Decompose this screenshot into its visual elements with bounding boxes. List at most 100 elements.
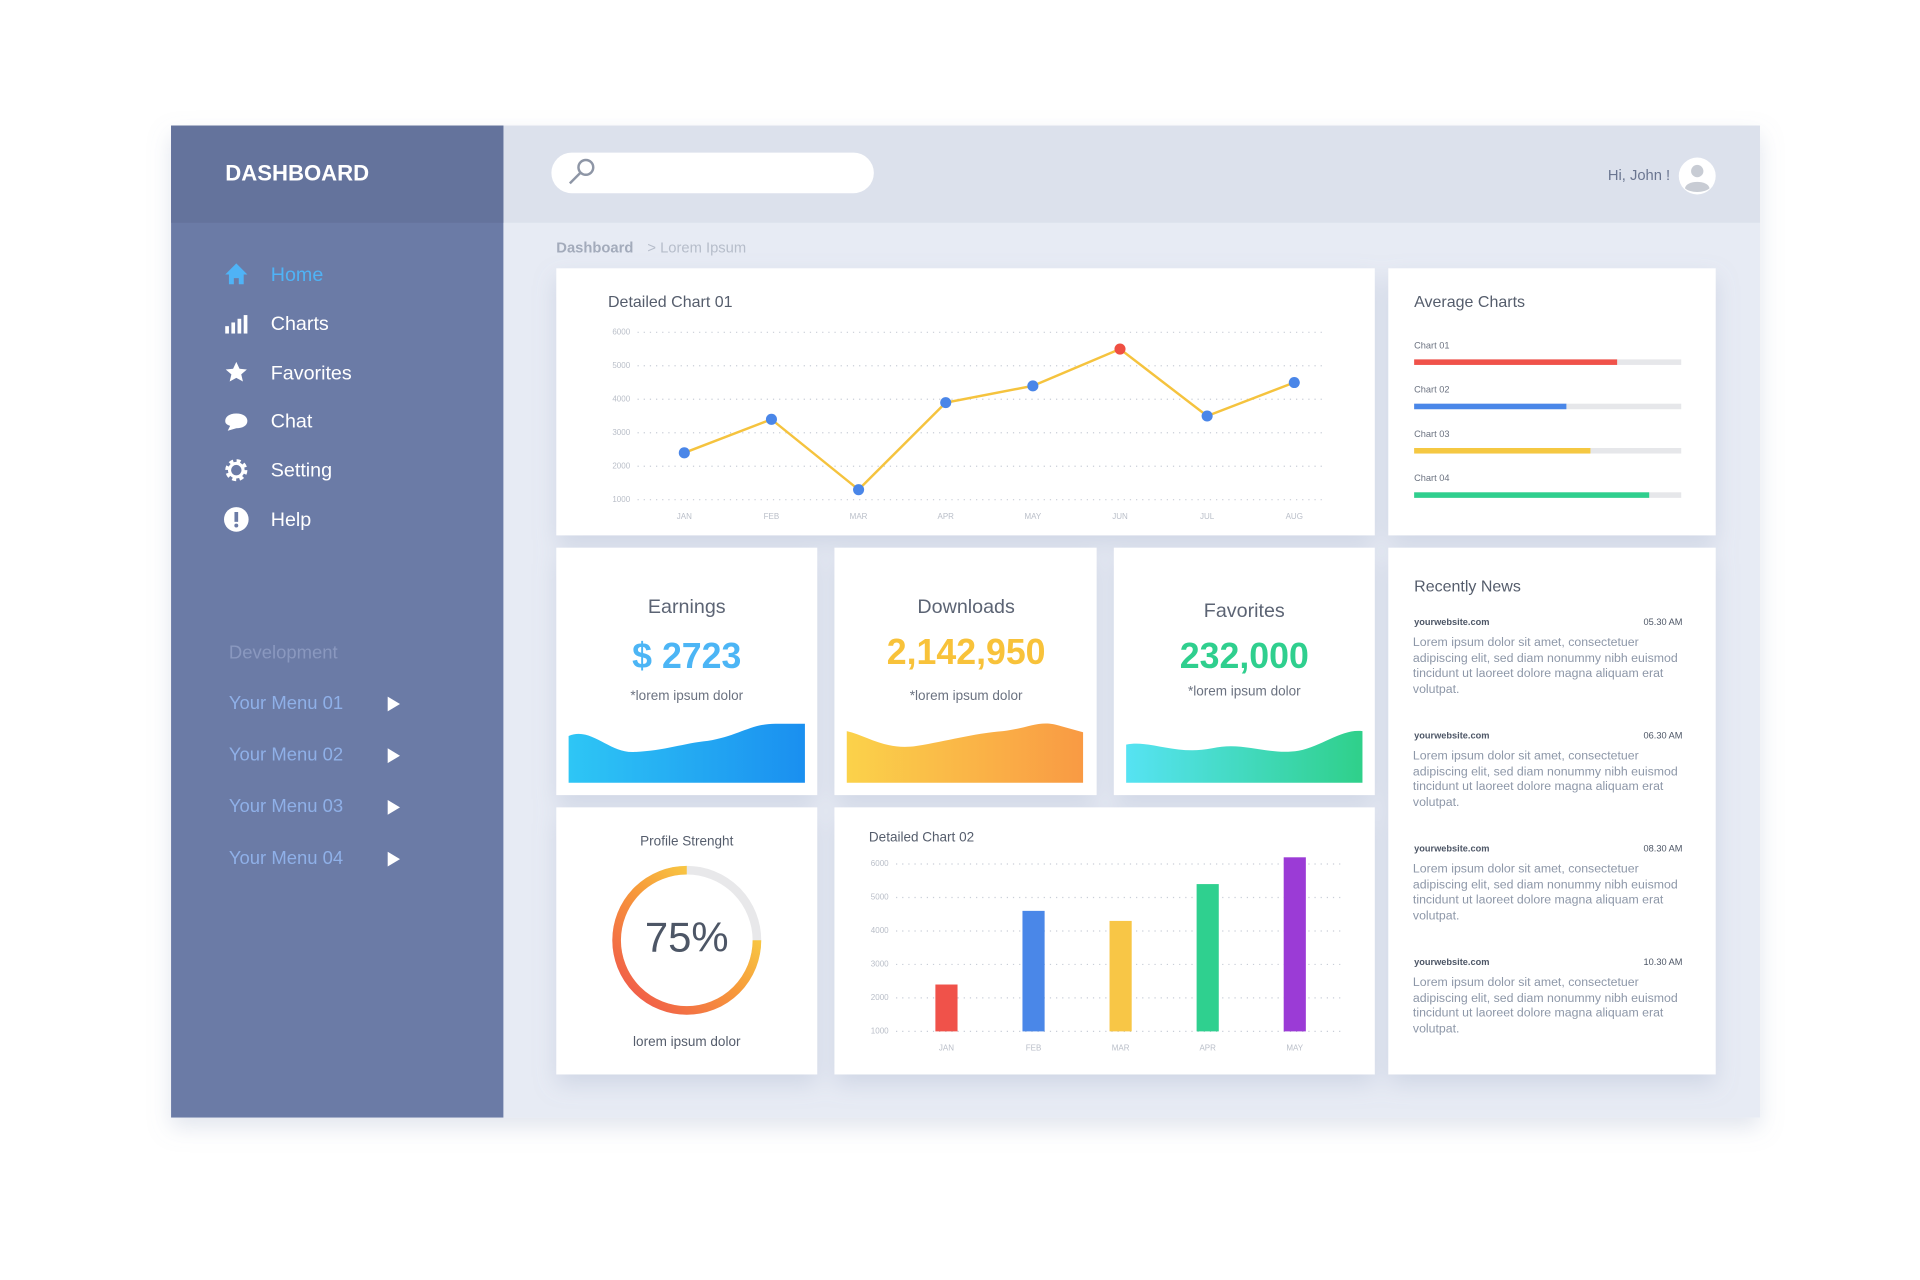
news-source: yourwebsite.com [1414,730,1489,740]
submenu-arrow [387,851,400,867]
y-tick-label: 5000 [871,893,889,902]
progress-bar [1414,403,1567,410]
news-time: 10.30 AM [1644,957,1683,967]
bar [1109,920,1132,1032]
marker [765,413,777,425]
marker [853,484,865,496]
chart-title: Profile Strenght [640,833,733,848]
menu-item[interactable]: Help [271,509,312,531]
bar [1283,857,1306,1032]
marker [1288,376,1300,389]
x-tick-label: JUN [1112,512,1128,521]
search-box[interactable] [551,152,874,194]
x-tick-label: MAY [1286,1044,1303,1053]
x-tick-label: MAR [1112,1044,1130,1053]
icon-favorites [225,361,247,382]
icon-setting [225,459,248,482]
wave [568,723,805,783]
sidebar [171,125,504,1118]
menu-item[interactable]: Charts [271,313,329,335]
y-tick-label: 4000 [612,394,630,403]
chart-title: Detailed Chart 01 [608,294,733,311]
bar [1196,884,1219,1032]
news-source: yourwebsite.com [1414,957,1489,967]
cards [556,268,1716,1075]
news-time: 05.30 AM [1644,617,1683,627]
submenu-arrow [387,748,400,764]
stat-caption: *lorem ipsum dolor [910,688,1023,703]
bar [1022,910,1045,1032]
section-label: Development [229,641,338,662]
news-body: Lorem ipsum dolor sit amet, consectetuer… [1413,750,1678,810]
stat-caption: *lorem ipsum dolor [630,688,743,703]
x-tick-label: MAR [850,512,868,521]
menu-item[interactable]: Favorites [271,362,352,384]
brand: DASHBOARD [225,161,369,186]
gauge-arc [612,865,762,1015]
icon-charts [225,315,248,334]
y-tick-label: 6000 [612,327,630,336]
progress-bar [1414,359,1618,365]
news-body: Lorem ipsum dolor sit amet, consectetuer… [1412,636,1678,697]
menu-item[interactable]: Setting [271,460,332,482]
chart-title: Detailed Chart 02 [869,830,974,845]
marker [1201,410,1213,422]
x-tick-label: MAY [1024,512,1041,521]
y-tick-label: 2000 [871,993,889,1002]
progress-label: Chart 03 [1414,429,1449,439]
x-tick-label: JAN [677,512,692,521]
x-tick-label: JAN [939,1044,954,1053]
menu-item[interactable]: Chat [271,410,313,432]
x-tick-label: APR [937,512,954,521]
stat-value: 2,142,950 [887,632,1046,672]
news-time: 08.30 AM [1644,844,1683,854]
marker [678,447,690,459]
x-tick-label: FEB [764,512,780,521]
news-body: Lorem ipsum dolor sit amet, consectetuer… [1412,862,1678,923]
news-source: yourwebsite.com [1414,617,1489,627]
submenu-arrow [387,800,400,815]
avatar[interactable] [1678,157,1716,195]
menu-item[interactable]: Home [271,264,324,286]
line [683,347,1295,492]
x-tick-label: FEB [1026,1044,1042,1053]
marker [940,397,952,409]
wave [1126,730,1363,783]
news-source: yourwebsite.com [1414,844,1489,854]
progress-label: Chart 02 [1414,385,1449,395]
news-text: Lorem ipsum dolor sit amet, consectetuer… [1412,636,1678,697]
news-time: 06.30 AM [1644,730,1683,740]
y-tick-label: 3000 [612,428,630,437]
marker [1027,380,1039,392]
submenu-arrow [387,696,400,712]
search-icon [568,158,595,185]
breadcrumb-current: > Lorem Ipsum [647,241,746,257]
submenu-item[interactable]: Your Menu 01 [229,692,343,713]
y-tick-label: 1000 [871,1026,889,1035]
news-text: Lorem ipsum dolor sit amet, consectetuer… [1412,862,1678,923]
greeting: Hi, John ! [1608,168,1670,184]
submenu-item[interactable]: Your Menu 03 [229,795,343,816]
progress-bar [1414,492,1650,498]
stat-title: Earnings [648,596,726,618]
breadcrumb-root[interactable]: Dashboard [556,241,633,257]
news-text: Lorem ipsum dolor sit amet, consectetuer… [1412,976,1678,1037]
news-title: Recently News [1414,578,1521,595]
chart-title: Average Charts [1414,294,1525,311]
stat-value: 232,000 [1180,636,1309,676]
progress-bar [1414,448,1591,454]
submenu-item[interactable]: Your Menu 04 [229,847,343,868]
x-tick-label: APR [1199,1044,1216,1053]
stat-title: Favorites [1204,600,1285,622]
icon-chat [225,413,248,431]
progress-label: Chart 01 [1414,340,1449,350]
news-body: Lorem ipsum dolor sit amet, consectetuer… [1412,976,1678,1037]
y-tick-label: 1000 [612,495,630,504]
wave [846,723,1084,783]
stat-caption: *lorem ipsum dolor [1188,683,1301,698]
gauge-caption: lorem ipsum dolor [633,1034,741,1049]
submenu-item[interactable]: Your Menu 02 [229,744,343,765]
gauge-value: 75% [645,913,729,960]
